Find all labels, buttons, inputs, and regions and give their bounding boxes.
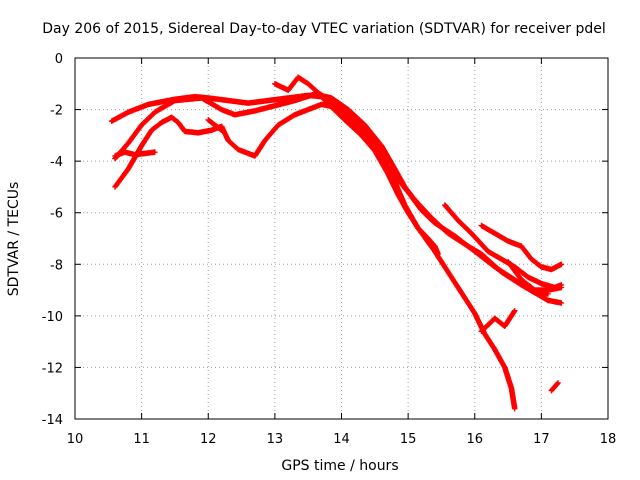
x-tick-label: 14 (333, 432, 350, 447)
x-tick-label: 18 (600, 432, 617, 447)
data-point-markers (505, 258, 565, 293)
y-tick-label: -8 (50, 258, 63, 273)
x-axis-label: GPS time / hours (281, 458, 398, 474)
y-tick-label: -12 (42, 361, 63, 376)
data-point-markers (272, 74, 518, 412)
x-tick-label: 13 (267, 432, 284, 447)
y-tick-label: -4 (50, 155, 63, 170)
x-tick-label: 12 (200, 432, 217, 447)
x-tick-label: 10 (67, 432, 84, 447)
data-point-markers (112, 149, 158, 159)
chart-title: Day 206 of 2015, Sidereal Day-to-day VTE… (42, 21, 606, 37)
y-tick-label: 0 (55, 52, 63, 67)
y-axis-label: SDTVAR / TECUs (6, 182, 22, 297)
series-segment-e (505, 258, 565, 293)
series-segment-c (442, 202, 565, 291)
series-track-4 (272, 74, 518, 412)
data-point-markers (205, 117, 225, 133)
x-tick-label: 17 (533, 432, 550, 447)
y-tick-label: -2 (50, 104, 63, 119)
series-segment-a (112, 149, 158, 159)
data-series (108, 74, 565, 412)
x-tick-label: 16 (466, 432, 483, 447)
series-segment-f (478, 307, 518, 335)
data-point-markers (478, 222, 565, 273)
data-point-markers (478, 307, 518, 335)
series-segment-d (478, 222, 565, 273)
data-point-markers (548, 380, 561, 394)
axis-ticks: 10 11 12 13 14 15 16 17 18 0 -2 -4 -6 -8 -10 -12 -14 (42, 52, 617, 447)
y-tick-label: -14 (42, 413, 63, 428)
series-segment-b (205, 117, 225, 133)
x-tick-label: 11 (133, 432, 150, 447)
y-tick-label: -6 (50, 207, 63, 222)
series-segment-g (548, 380, 561, 394)
x-tick-label: 15 (400, 432, 417, 447)
data-point-markers (442, 202, 565, 291)
y-tick-label: -10 (42, 310, 63, 325)
